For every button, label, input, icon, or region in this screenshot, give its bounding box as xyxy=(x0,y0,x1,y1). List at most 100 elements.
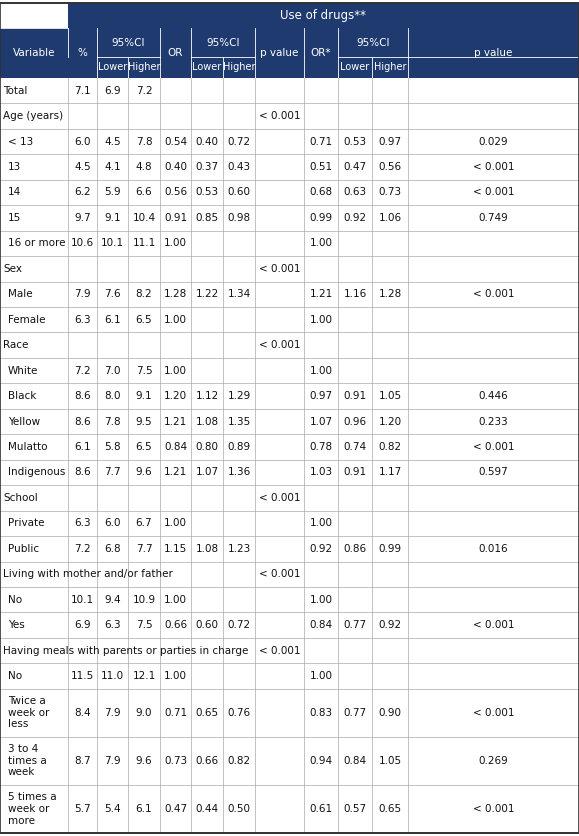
Bar xyxy=(0,256,579,282)
Text: Twice a
week or
less: Twice a week or less xyxy=(8,696,49,730)
Text: 0.97: 0.97 xyxy=(309,391,332,401)
Text: 8.2: 8.2 xyxy=(135,289,152,299)
Text: 1.00: 1.00 xyxy=(310,314,332,324)
Text: 0.56: 0.56 xyxy=(379,162,402,172)
Text: 1.00: 1.00 xyxy=(310,365,332,375)
Text: 0.86: 0.86 xyxy=(343,543,367,553)
Text: 0.72: 0.72 xyxy=(228,136,251,146)
Text: 0.37: 0.37 xyxy=(196,162,218,172)
Text: 10.1: 10.1 xyxy=(101,238,124,248)
Text: 0.99: 0.99 xyxy=(309,213,332,223)
Text: 8.0: 8.0 xyxy=(104,391,121,401)
Text: 0.74: 0.74 xyxy=(343,442,367,452)
Text: White: White xyxy=(8,365,38,375)
Text: Public: Public xyxy=(8,543,39,553)
Text: 6.1: 6.1 xyxy=(104,314,121,324)
Bar xyxy=(0,205,579,231)
Text: 15: 15 xyxy=(8,213,21,223)
Bar xyxy=(0,180,579,205)
Text: 11.1: 11.1 xyxy=(133,238,156,248)
Text: 1.05: 1.05 xyxy=(379,756,402,766)
Text: 7.9: 7.9 xyxy=(74,289,91,299)
Text: 10.4: 10.4 xyxy=(133,213,156,223)
Text: 14: 14 xyxy=(8,187,21,197)
Text: < 0.001: < 0.001 xyxy=(472,162,514,172)
Bar xyxy=(0,485,579,511)
Text: 7.7: 7.7 xyxy=(104,467,121,477)
Text: 7.2: 7.2 xyxy=(74,365,91,375)
Text: 1.03: 1.03 xyxy=(309,467,332,477)
Bar xyxy=(0,129,579,155)
Text: 0.84: 0.84 xyxy=(164,442,187,452)
Text: 0.84: 0.84 xyxy=(309,620,332,630)
Text: 0.53: 0.53 xyxy=(343,136,367,146)
Text: < 0.001: < 0.001 xyxy=(259,264,301,274)
Text: 8.6: 8.6 xyxy=(74,391,91,401)
Text: < 0.001: < 0.001 xyxy=(472,708,514,718)
Text: 0.77: 0.77 xyxy=(343,620,367,630)
Text: 1.08: 1.08 xyxy=(196,416,218,426)
Bar xyxy=(0,536,579,562)
Text: 1.00: 1.00 xyxy=(310,238,332,248)
Text: 0.749: 0.749 xyxy=(479,213,508,223)
Text: 8.7: 8.7 xyxy=(74,756,91,766)
Text: 1.35: 1.35 xyxy=(228,416,251,426)
Text: 1.06: 1.06 xyxy=(379,213,402,223)
Text: < 0.001: < 0.001 xyxy=(472,289,514,299)
Text: 0.63: 0.63 xyxy=(343,187,367,197)
Text: 1.21: 1.21 xyxy=(164,416,187,426)
Text: 6.6: 6.6 xyxy=(135,187,152,197)
Text: 6.8: 6.8 xyxy=(104,543,121,553)
Text: 1.00: 1.00 xyxy=(164,671,187,681)
Text: 0.60: 0.60 xyxy=(228,187,251,197)
Text: Private: Private xyxy=(8,518,45,528)
Text: 7.7: 7.7 xyxy=(135,543,152,553)
Text: 1.00: 1.00 xyxy=(164,518,187,528)
Text: 0.72: 0.72 xyxy=(228,620,251,630)
Text: Having meals with parents or parties in charge: Having meals with parents or parties in … xyxy=(3,645,248,655)
Bar xyxy=(0,307,579,333)
Bar xyxy=(0,511,579,536)
Text: 1.00: 1.00 xyxy=(164,594,187,604)
Bar xyxy=(0,384,579,409)
Text: 0.84: 0.84 xyxy=(343,756,367,766)
Text: Female: Female xyxy=(8,314,46,324)
Text: 9.6: 9.6 xyxy=(135,756,152,766)
Bar xyxy=(0,282,579,307)
Text: 1.29: 1.29 xyxy=(228,391,251,401)
Text: 0.53: 0.53 xyxy=(196,187,218,197)
Text: 4.8: 4.8 xyxy=(135,162,152,172)
Text: 0.50: 0.50 xyxy=(228,804,251,814)
Text: 5.8: 5.8 xyxy=(104,442,121,452)
Text: 5.9: 5.9 xyxy=(104,187,121,197)
Text: 1.00: 1.00 xyxy=(164,365,187,375)
Text: 0.61: 0.61 xyxy=(309,804,332,814)
Text: OR: OR xyxy=(168,48,183,59)
Bar xyxy=(0,562,579,587)
Text: 0.82: 0.82 xyxy=(228,756,251,766)
Text: < 0.001: < 0.001 xyxy=(259,569,301,579)
Text: 0.51: 0.51 xyxy=(309,162,332,172)
Text: 0.99: 0.99 xyxy=(379,543,402,553)
Text: 11.5: 11.5 xyxy=(71,671,94,681)
Text: 5.4: 5.4 xyxy=(104,804,121,814)
Text: 7.6: 7.6 xyxy=(104,289,121,299)
Text: 6.0: 6.0 xyxy=(104,518,121,528)
Text: Yellow: Yellow xyxy=(8,416,40,426)
Text: 95%CI: 95%CI xyxy=(112,38,145,48)
Text: 0.029: 0.029 xyxy=(479,136,508,146)
Text: 1.05: 1.05 xyxy=(379,391,402,401)
Text: 0.597: 0.597 xyxy=(479,467,508,477)
Text: 1.21: 1.21 xyxy=(309,289,332,299)
Text: Higher: Higher xyxy=(374,63,406,73)
Text: 0.44: 0.44 xyxy=(196,804,218,814)
Text: School: School xyxy=(3,493,38,503)
Bar xyxy=(0,613,579,638)
Text: 6.0: 6.0 xyxy=(74,136,91,146)
Text: p value: p value xyxy=(474,48,512,59)
Text: Lower: Lower xyxy=(192,63,222,73)
Text: 1.36: 1.36 xyxy=(228,467,251,477)
Text: Lower: Lower xyxy=(340,63,369,73)
Text: 1.12: 1.12 xyxy=(195,391,219,401)
Text: No: No xyxy=(8,671,22,681)
